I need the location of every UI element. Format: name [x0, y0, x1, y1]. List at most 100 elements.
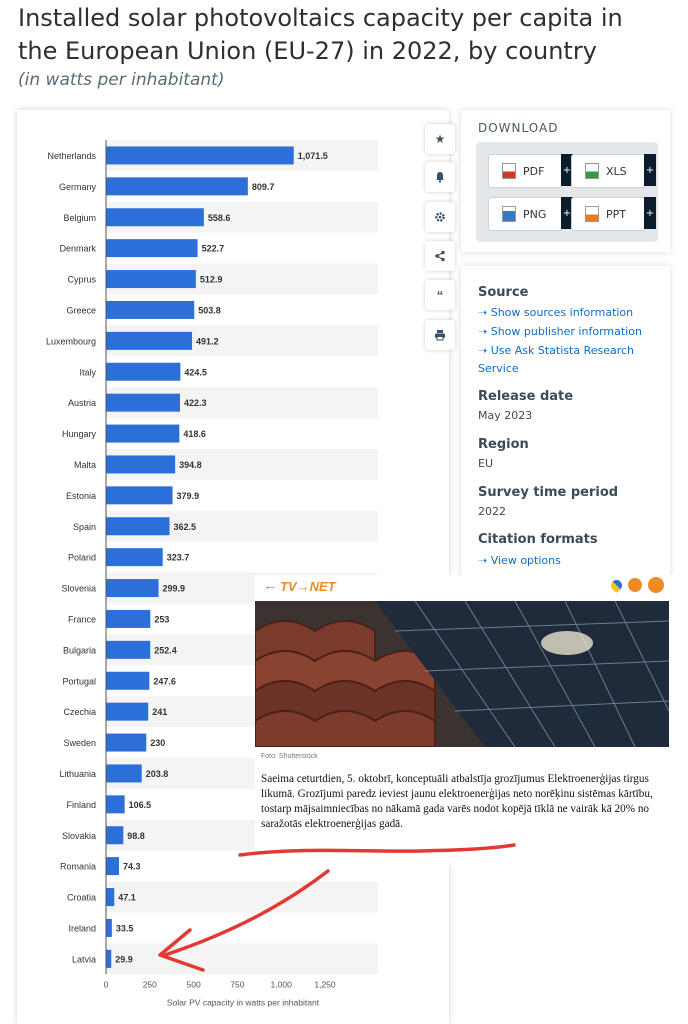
value-label: 418.6	[183, 429, 206, 439]
row-band	[106, 943, 378, 975]
category-label: Sweden	[63, 738, 96, 748]
bar	[106, 362, 181, 381]
bar	[106, 702, 149, 721]
bar	[106, 764, 142, 783]
value-label: 323.7	[167, 553, 190, 563]
page-subtitle: (in watts per inhabitant)	[18, 70, 225, 90]
profile-icon[interactable]	[648, 577, 664, 593]
bar	[106, 548, 163, 567]
bar	[106, 300, 195, 319]
show-publisher-text: Show publisher information	[490, 325, 642, 338]
value-label: 422.3	[184, 398, 207, 408]
ukraine-heart-icon	[608, 577, 625, 594]
category-label: Belgium	[63, 213, 96, 223]
chart-card: Netherlands 1,071.5 Germany 809.7 Belgium 558…	[17, 110, 455, 1024]
download-pdf-button[interactable]: PDF +	[488, 154, 573, 188]
bar	[106, 208, 204, 227]
value-label: 253	[154, 614, 169, 624]
quote-icon[interactable]: “	[425, 280, 455, 310]
value-label: 241	[152, 707, 167, 717]
bar-chart: Netherlands 1,071.5 Germany 809.7 Belgium 558…	[46, 140, 378, 1007]
fire-icon[interactable]	[628, 578, 642, 592]
show-sources-text: Show sources information	[490, 306, 634, 319]
bar	[106, 177, 248, 196]
release-date-heading: Release date	[478, 389, 574, 404]
value-label: 33.5	[116, 923, 134, 933]
value-label: 106.5	[129, 800, 152, 810]
download-heading: DOWNLOAD	[478, 121, 559, 135]
download-png-button[interactable]: PNG +	[488, 197, 573, 231]
region-heading: Region	[478, 437, 529, 452]
ask-statista-link-service[interactable]: Service	[478, 362, 519, 375]
category-label: Luxembourg	[46, 336, 96, 346]
pdf-plus-button[interactable]: +	[561, 154, 573, 186]
value-label: 29.9	[115, 954, 133, 964]
value-label: 362.5	[174, 522, 197, 532]
bar	[106, 455, 176, 474]
bar	[106, 733, 147, 752]
download-ppt-button[interactable]: PPT +	[571, 197, 656, 231]
value-label: 74.3	[123, 862, 141, 872]
survey-period-value: 2022	[478, 505, 506, 518]
category-label: Lithuania	[59, 769, 96, 779]
bar	[106, 393, 180, 412]
value-label: 98.8	[127, 831, 145, 841]
xls-plus-button[interactable]: +	[644, 154, 656, 186]
value-label: 230	[150, 738, 165, 748]
category-label: Romania	[60, 862, 96, 872]
category-label: Hungary	[62, 429, 97, 439]
bar	[106, 826, 124, 845]
ask-statista-link[interactable]: ➝ Use Ask Statista Research	[478, 341, 634, 360]
ppt-plus-button[interactable]: +	[644, 197, 656, 229]
bar	[106, 857, 120, 876]
value-label: 203.8	[146, 769, 169, 779]
value-label: 247.6	[153, 676, 176, 686]
png-plus-button[interactable]: +	[561, 197, 573, 229]
arrow-right-icon: ➝	[478, 344, 488, 357]
bar	[106, 795, 125, 814]
category-label: Spain	[73, 522, 96, 532]
download-xls-button[interactable]: XLS +	[571, 154, 656, 188]
arrow-right-icon: ➝	[478, 554, 488, 567]
category-label: Cyprus	[67, 275, 96, 285]
pdf-file-icon	[502, 163, 516, 179]
release-date-value: May 2023	[478, 409, 533, 422]
category-label: Slovakia	[62, 831, 96, 841]
view-options-link[interactable]: ➝ View options	[478, 551, 561, 570]
category-label: Greece	[66, 305, 96, 315]
gear-icon[interactable]	[425, 202, 455, 232]
show-sources-link[interactable]: ➝ Show sources information	[478, 303, 633, 322]
category-label: Latvia	[72, 954, 96, 964]
download-buttons: PDF + XLS + PNG + PPT +	[476, 142, 658, 242]
bar	[106, 331, 193, 350]
download-pdf-label: PDF	[523, 164, 545, 178]
category-label: Germany	[59, 182, 97, 192]
value-label: 512.9	[200, 275, 223, 285]
category-label: Bulgaria	[63, 645, 96, 655]
download-png-label: PNG	[523, 207, 547, 221]
news-header: ← TV→NET	[255, 575, 688, 601]
bar	[106, 270, 196, 289]
value-label: 809.7	[252, 182, 275, 192]
value-label: 299.9	[163, 584, 186, 594]
ppt-file-icon	[585, 206, 599, 222]
download-xls-label: XLS	[606, 164, 627, 178]
show-publisher-link[interactable]: ➝ Show publisher information	[478, 322, 642, 341]
news-paragraph: Saeima ceturtdien, 5. oktobrī, konceptuā…	[261, 773, 653, 830]
star-icon[interactable]: ★	[425, 124, 455, 154]
category-label: Finland	[66, 800, 96, 810]
back-arrow-icon[interactable]: ←	[263, 577, 278, 594]
share-icon[interactable]	[425, 241, 455, 271]
bar	[106, 640, 151, 659]
bell-icon[interactable]	[425, 162, 455, 192]
category-label: Czechia	[63, 707, 96, 717]
news-screenshot: ← TV→NET Foto: Shutterstock	[255, 575, 688, 865]
value-label: 558.6	[208, 213, 231, 223]
bar	[106, 424, 180, 443]
view-options-text: View options	[490, 554, 561, 567]
category-label: Malta	[74, 460, 96, 470]
bar	[106, 671, 150, 690]
print-icon[interactable]	[425, 320, 455, 350]
category-label: Ireland	[68, 923, 96, 933]
bar	[106, 888, 115, 907]
